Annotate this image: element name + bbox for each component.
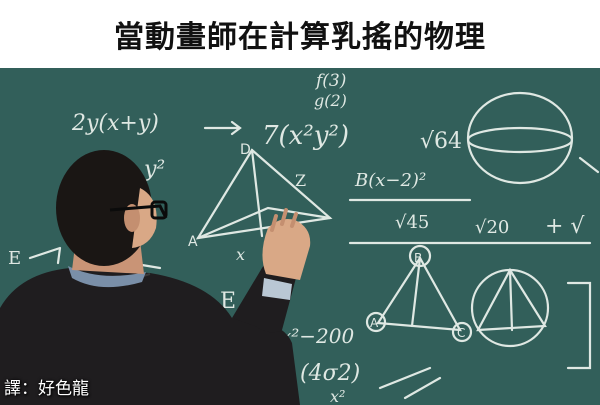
svg-text:+ √: + √: [545, 214, 585, 239]
formula-x2: x²: [330, 387, 345, 405]
chalkboard-photo: f(3) g(2) 2y(x+y) 7(x²y²) y² √64 D Z A x…: [0, 68, 600, 405]
formula-sqrt45: √45: [395, 212, 429, 233]
label-b: B: [414, 251, 422, 265]
formula-sqrt64: √64: [420, 129, 462, 154]
label-c: C: [457, 326, 465, 340]
formula-e-left: E: [8, 248, 21, 269]
formula-4o2: (4σ2): [300, 361, 360, 386]
chalk-drawings: f(3) g(2) 2y(x+y) 7(x²y²) y² √64 D Z A x…: [8, 71, 600, 405]
label-a: A: [370, 316, 379, 330]
svg-text:Z: Z: [295, 171, 306, 190]
formula-x: x: [236, 245, 245, 264]
formula-bx2: B(x−2)²: [354, 170, 426, 191]
formula-g2: g(2): [314, 91, 347, 110]
formula-y2: y²: [143, 157, 165, 182]
formula-sqrt20: √20: [475, 217, 509, 238]
formula-2y: 2y(x+y): [71, 111, 159, 136]
formula-f3: f(3): [314, 71, 346, 91]
svg-text:A: A: [188, 234, 198, 250]
formula-x2-200: x²−200: [280, 324, 355, 348]
translator-credit: 譯：好色龍: [4, 379, 89, 399]
teacher: [0, 150, 311, 405]
meme-caption: 當動畫師在計算乳搖的物理: [114, 20, 486, 55]
formula-7x2y2: 7(x²y²): [262, 121, 349, 151]
svg-text:D: D: [240, 142, 251, 158]
